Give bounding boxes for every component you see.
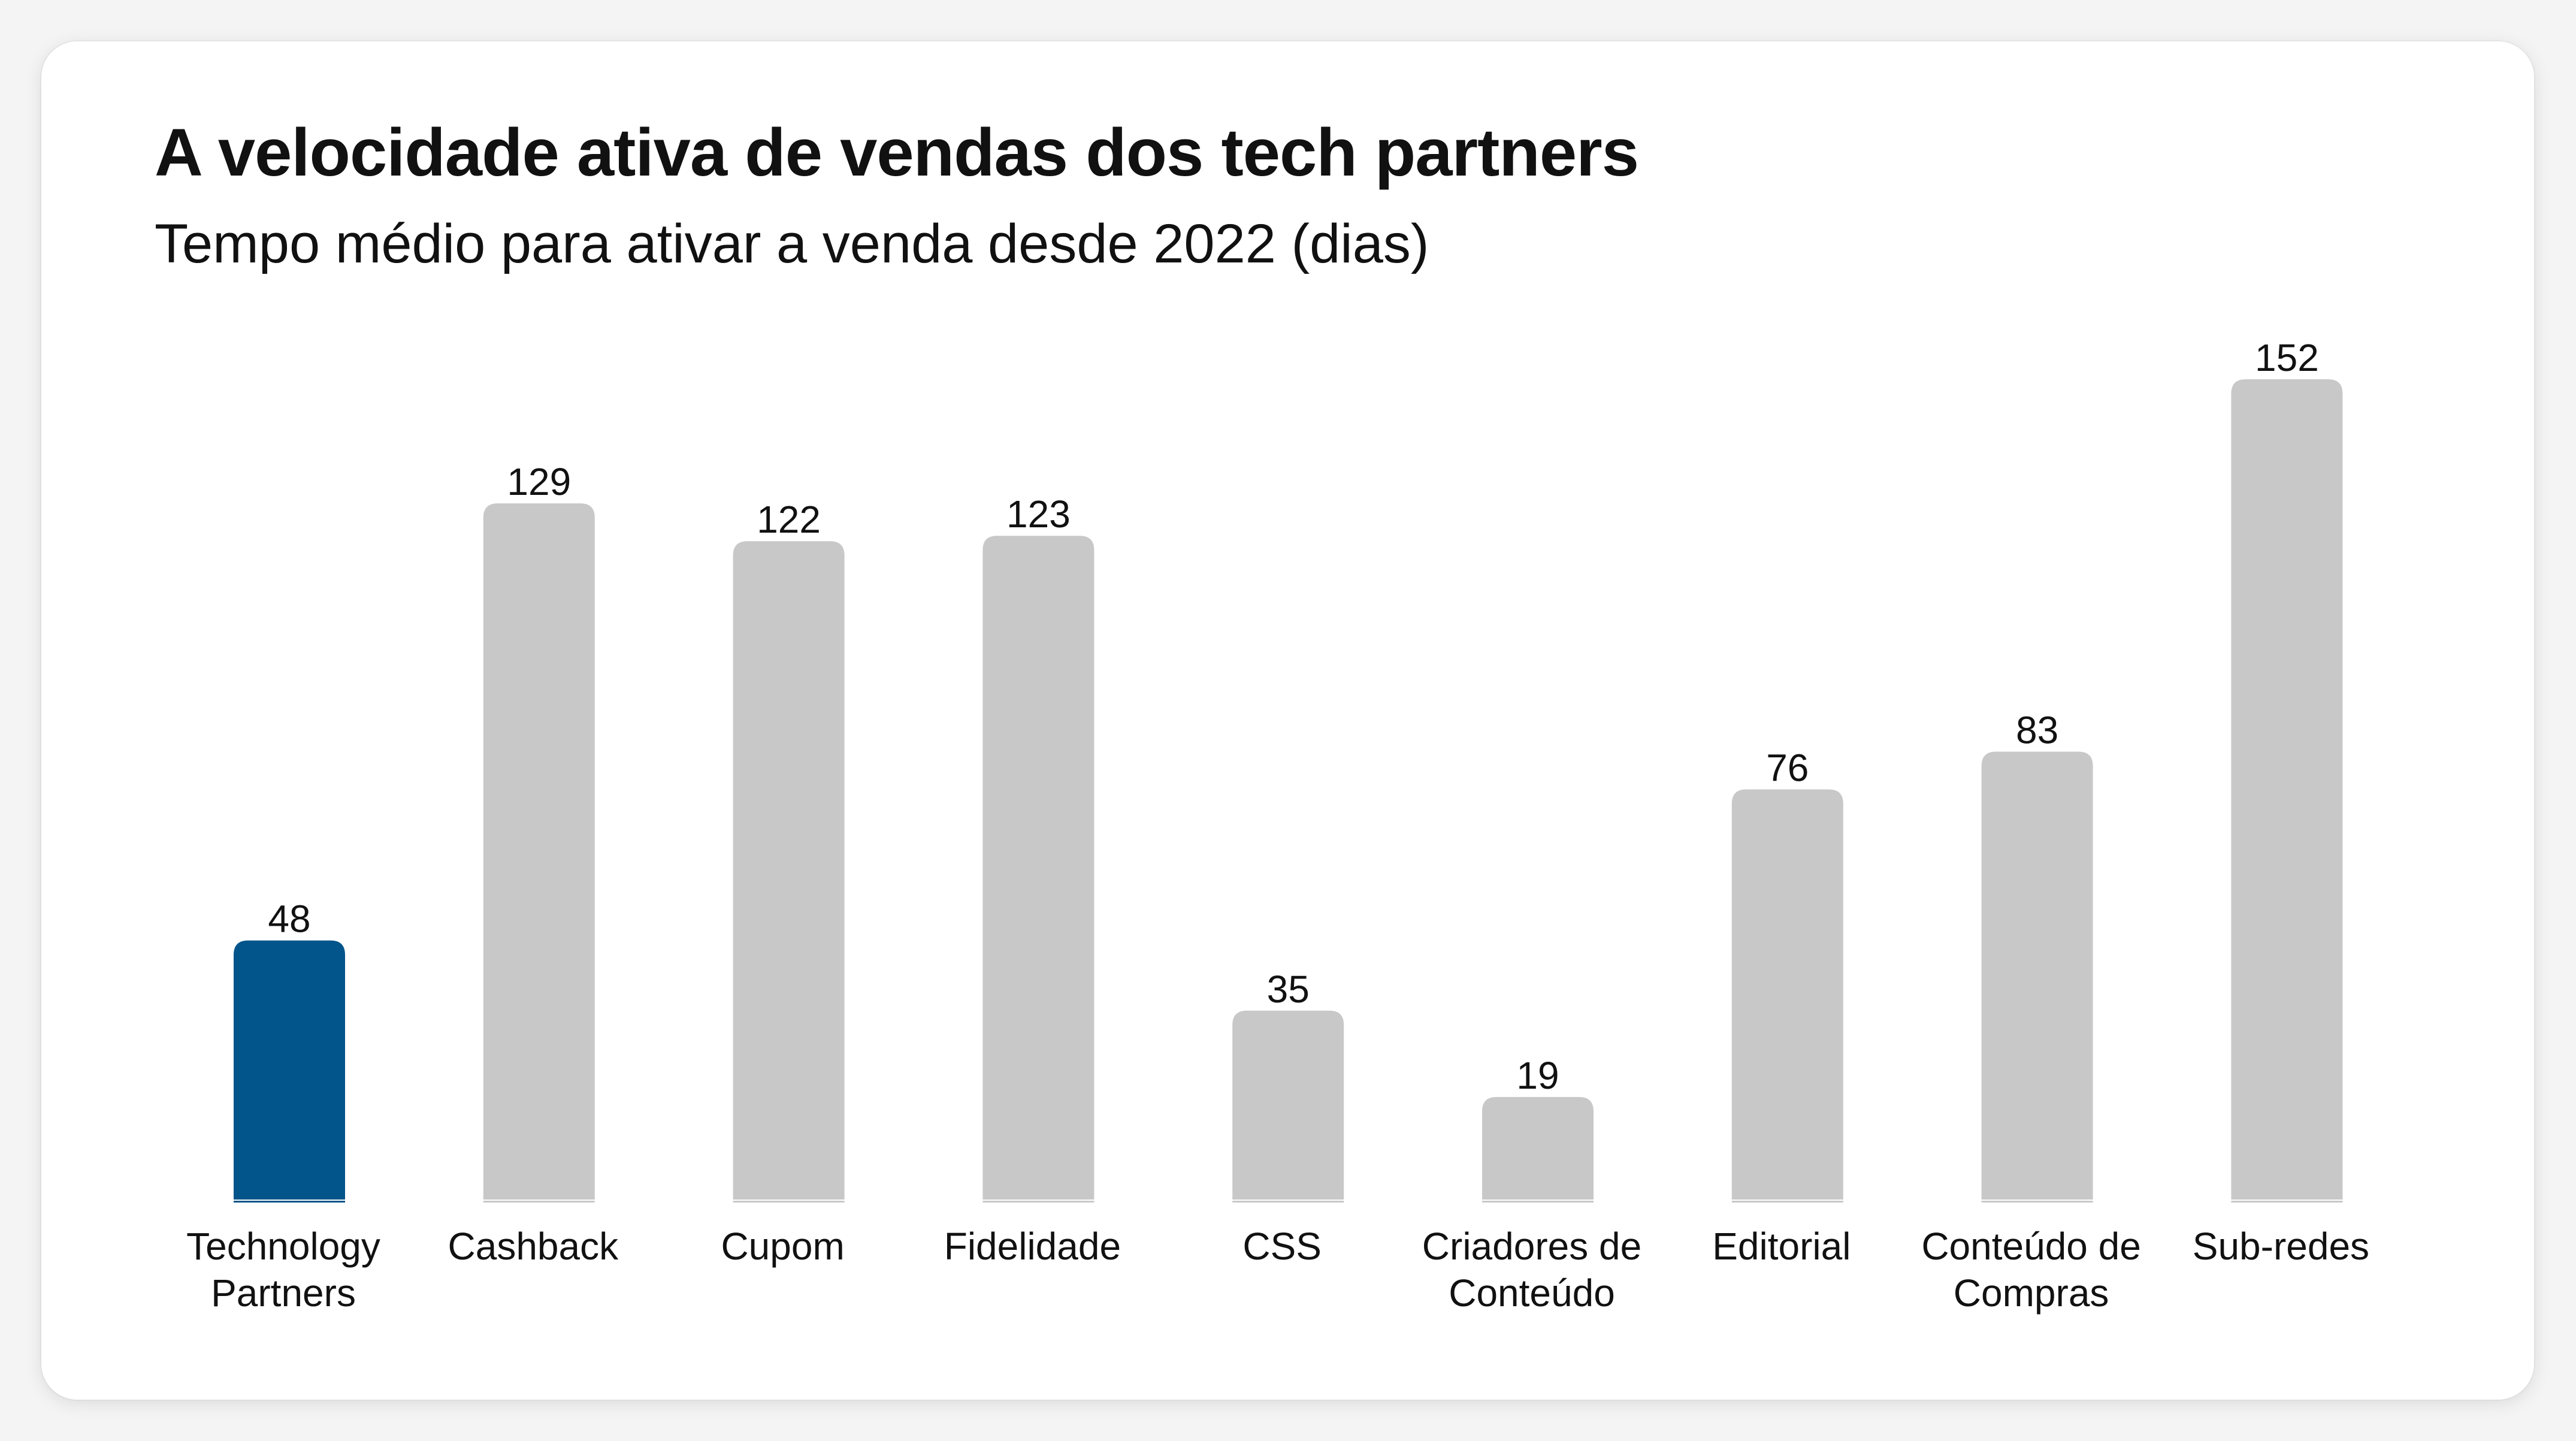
category-label: Cashback [448,1225,619,1268]
bar-baseline [1232,1201,1344,1203]
bar-baseline [1731,1201,1843,1203]
bar-baseline [1482,1201,1594,1203]
category-label: Partners [211,1271,356,1315]
bar-baseline [982,1201,1095,1203]
bar [1731,789,1843,1200]
bar [733,541,845,1200]
data-label: 48 [268,898,310,941]
bar-baseline [483,1201,595,1203]
bar-baseline [733,1201,845,1203]
chart-subtitle: Tempo médio para ativar a venda desde 20… [155,213,1429,274]
data-label: 19 [1516,1054,1559,1097]
bar-baseline [2231,1201,2343,1203]
bar [1981,751,2093,1200]
category-label: Editorial [1712,1225,1851,1268]
data-label: 76 [1766,747,1809,790]
data-label: 122 [757,498,821,541]
bar-baseline [234,1201,345,1203]
data-label: 129 [507,460,571,503]
bar-baseline [1981,1201,2093,1203]
category-label: CSS [1242,1225,1322,1268]
bar [2231,379,2343,1200]
bar [234,940,345,1200]
category-label: Conteúdo de [1921,1225,2141,1268]
category-label: Sub-redes [2193,1225,2369,1268]
data-label: 35 [1267,968,1310,1011]
category-label: Criadores de [1422,1225,1641,1268]
bar [1232,1010,1344,1200]
category-label: Conteúdo [1449,1271,1615,1315]
bar [1482,1096,1594,1200]
category-label: Technology [186,1225,380,1268]
bar [483,503,595,1200]
bar [982,536,1095,1200]
category-label: Fidelidade [944,1225,1121,1268]
category-label: Cupom [721,1225,844,1268]
chart-title: A velocidade ativa de vendas dos tech pa… [155,115,1639,190]
data-label: 152 [2255,336,2319,379]
category-label: Compras [1954,1271,2109,1315]
data-label: 123 [1006,493,1071,536]
data-label: 83 [2016,708,2058,751]
